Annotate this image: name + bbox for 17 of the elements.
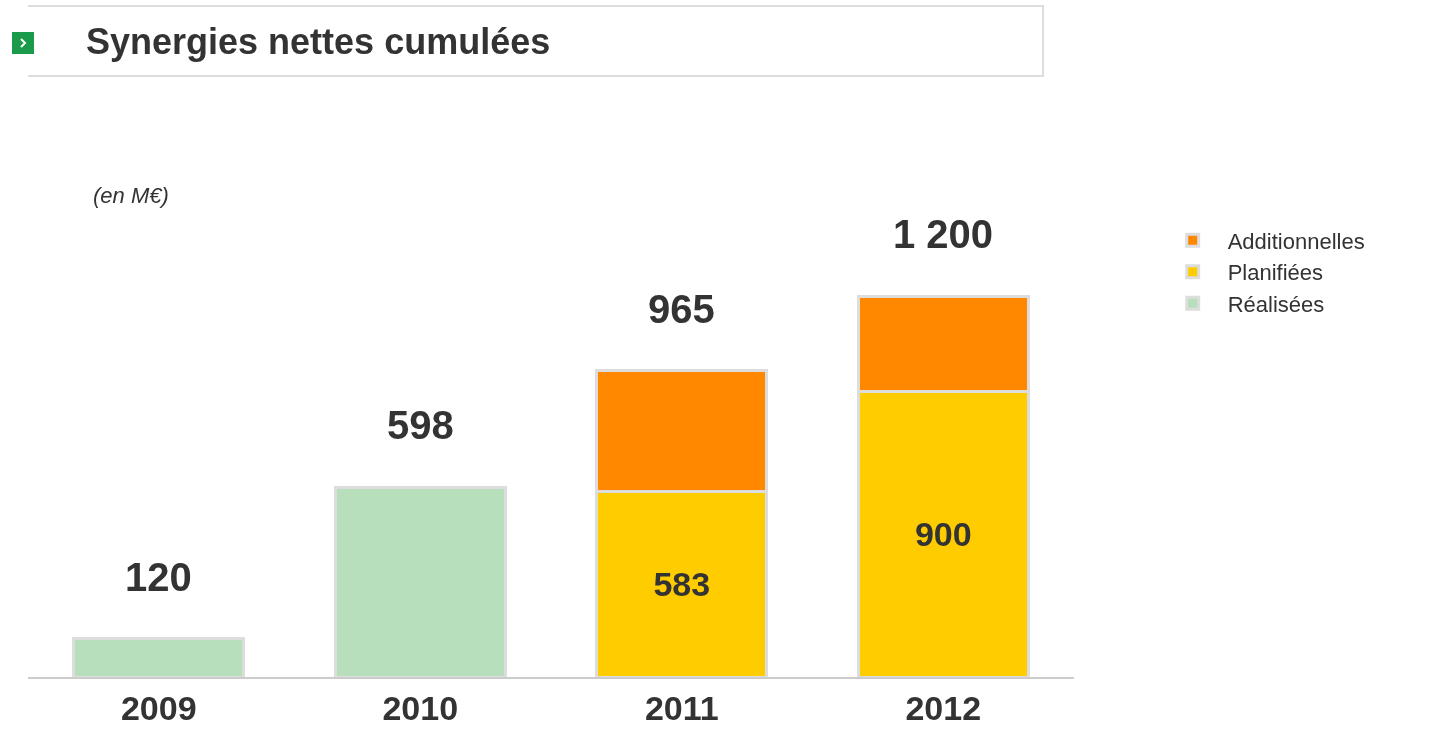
- data-label: 583: [653, 565, 711, 604]
- legend-label: Additionnelles: [1227, 228, 1365, 254]
- total-label: 120: [125, 555, 192, 599]
- total-label: 598: [387, 403, 454, 447]
- total-label: 1 200: [893, 212, 994, 256]
- x-tick-label: 2012: [905, 688, 982, 727]
- x-tick-label: 2010: [382, 688, 459, 727]
- legend-label: Réalisées: [1227, 291, 1325, 317]
- legend-label: Planifiées: [1227, 260, 1324, 286]
- bar: [333, 485, 507, 677]
- total-label: 965: [648, 287, 715, 331]
- x-tick-label: 2009: [120, 688, 197, 727]
- data-label: 900: [914, 515, 972, 554]
- x-tick-label: 2011: [644, 688, 719, 727]
- bar: [72, 637, 246, 677]
- chart-title: Synergies nettes cumulées: [86, 21, 551, 63]
- text: (en M€): [93, 183, 169, 208]
